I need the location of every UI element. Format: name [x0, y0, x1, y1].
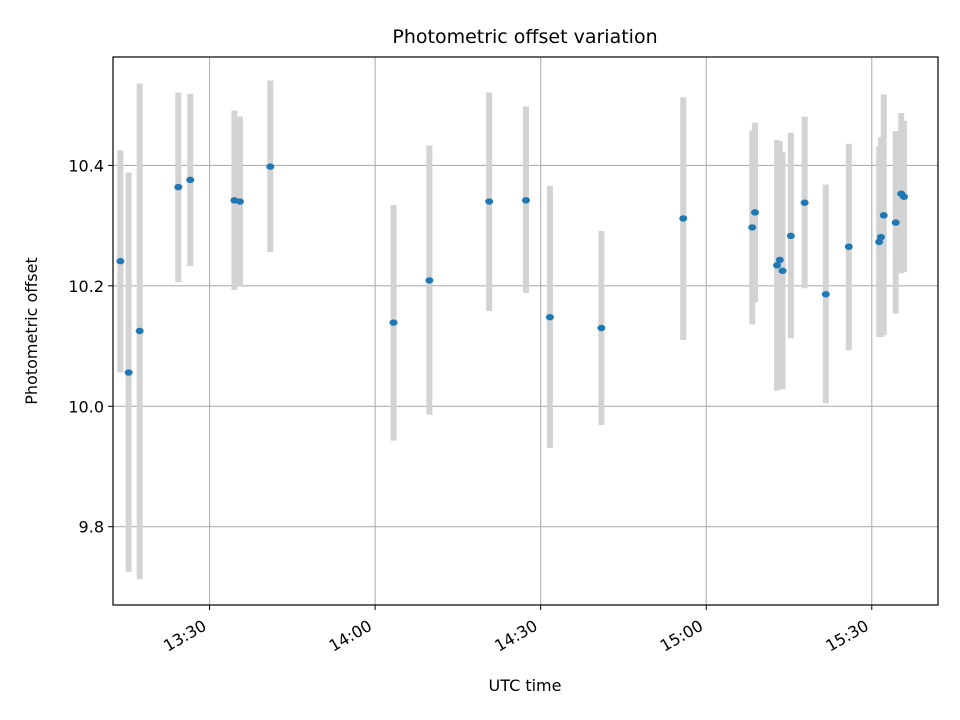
data-point — [266, 163, 275, 170]
plot-frame — [112, 56, 939, 606]
data-point — [124, 369, 133, 376]
data-point — [750, 209, 759, 216]
data-points — [116, 163, 908, 376]
y-tick-label: 9.8 — [79, 518, 104, 537]
y-axis-label: Photometric offset — [22, 257, 41, 405]
data-point — [425, 277, 434, 284]
data-point — [597, 324, 606, 332]
data-point — [899, 193, 908, 200]
data-point — [786, 232, 795, 240]
data-point — [116, 257, 125, 265]
chart-title: Photometric offset variation — [392, 26, 657, 48]
y-tick-label: 10.4 — [68, 156, 104, 175]
data-point — [876, 233, 885, 241]
data-point — [389, 319, 398, 326]
data-point — [186, 176, 195, 184]
data-point — [778, 267, 787, 274]
y-tick-label: 10.0 — [68, 397, 104, 416]
data-point — [891, 219, 900, 226]
x-axis-label: UTC time — [489, 676, 562, 695]
data-point — [545, 313, 554, 321]
data-point — [748, 224, 757, 231]
data-point — [875, 238, 884, 246]
data-point — [800, 199, 809, 206]
data-point — [521, 197, 530, 204]
data-point — [485, 198, 494, 205]
data-point — [174, 183, 183, 191]
data-point — [773, 262, 782, 269]
data-point — [775, 256, 784, 264]
data-point — [844, 243, 853, 250]
y-tick-label: 10.2 — [68, 277, 104, 296]
data-point — [879, 212, 888, 219]
data-point — [235, 198, 244, 205]
data-point — [135, 327, 144, 335]
data-point — [821, 291, 830, 298]
data-point — [679, 215, 688, 222]
